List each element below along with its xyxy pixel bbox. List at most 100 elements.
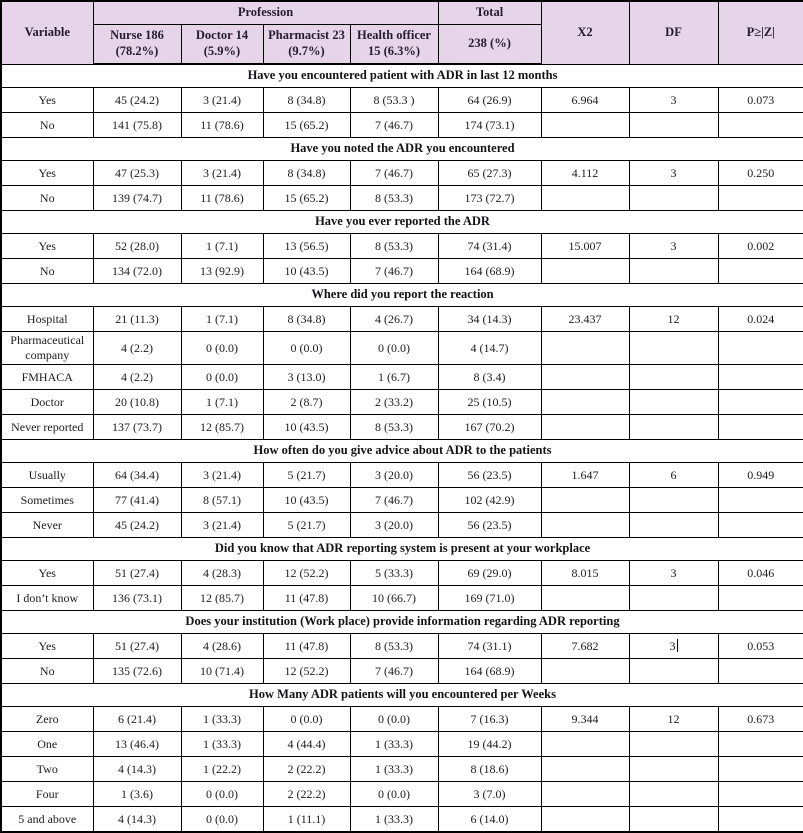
data-cell: 6 (14.0) [437, 806, 542, 833]
data-cell: 0 (0.0) [180, 781, 264, 807]
data-cell: 13 (92.9) [180, 258, 264, 284]
section-header: Does your institution (Work place) provi… [0, 610, 803, 634]
x2-cell: 15.007 [540, 233, 630, 259]
x2-cell [540, 185, 630, 211]
p-cell [717, 112, 803, 138]
data-cell: 10 (43.5) [262, 487, 351, 513]
row-label: No [0, 112, 94, 138]
data-cell: 10 (43.5) [262, 258, 351, 284]
section-row: Have you encountered patient with ADR in… [0, 63, 803, 88]
data-cell: 4 (14.3) [92, 806, 182, 833]
p-cell [717, 185, 803, 211]
data-cell: 3 (21.4) [180, 160, 264, 186]
data-cell: 0 (0.0) [262, 331, 351, 365]
p-cell: 0.053 [717, 633, 803, 659]
row-label: Hospital [0, 306, 94, 332]
data-cell: 1 (33.3) [349, 731, 439, 757]
row-label: 5 and above [0, 806, 94, 833]
data-cell: 136 (73.1) [92, 585, 182, 611]
row-label: FMHACA [0, 364, 94, 390]
data-cell: 134 (72.0) [92, 258, 182, 284]
data-cell: 69 (29.0) [437, 560, 542, 586]
data-cell: 4 (26.7) [349, 306, 439, 332]
data-cell: 8 (34.8) [262, 87, 351, 113]
data-cell: 0 (0.0) [262, 706, 351, 732]
data-cell: 1 (3.6) [92, 781, 182, 807]
table-row: Zero 6 (21.4) 1 (33.3) 0 (0.0) 0 (0.0) 7 (16.… [0, 706, 803, 732]
row-label: Pharmaceutical company [0, 331, 94, 365]
data-cell: 164 (68.9) [437, 258, 542, 284]
df-cell [628, 512, 719, 538]
df-cell [628, 364, 719, 390]
section-row: How often do you give advice about ADR t… [0, 439, 803, 463]
data-cell: 7 (46.7) [349, 258, 439, 284]
data-cell: 64 (26.9) [437, 87, 542, 113]
p-cell: 0.250 [717, 160, 803, 186]
data-cell: 7 (16.3) [437, 706, 542, 732]
data-cell: 45 (24.2) [92, 512, 182, 538]
data-cell: 7 (46.7) [349, 487, 439, 513]
row-label: Zero [0, 706, 94, 732]
section-header: How often do you give advice about ADR t… [0, 439, 803, 463]
data-cell: 8 (57.1) [180, 487, 264, 513]
column-group-header-profession: Profession [92, 0, 439, 25]
df-cell [628, 585, 719, 611]
p-cell [717, 364, 803, 390]
row-label: Yes [0, 233, 94, 259]
df-cell [628, 258, 719, 284]
column-header-variable: Variable [0, 0, 94, 65]
data-cell: 12 (85.7) [180, 414, 264, 440]
table-row: 5 and above 4 (14.3) 0 (0.0) 1 (11.1) 1 (33.… [0, 806, 803, 833]
column-header-total: Total [437, 0, 542, 25]
p-cell: 0.046 [717, 560, 803, 586]
table-row: Sometimes 77 (41.4) 8 (57.1) 10 (43.5) 7 (46… [0, 487, 803, 513]
section-header: Did you know that ADR reporting system i… [0, 537, 803, 561]
data-cell: 8 (34.8) [262, 160, 351, 186]
table-row: One 13 (46.4) 1 (33.3) 4 (44.4) 1 (33.3) 19 (… [0, 731, 803, 757]
section-header: Have you ever reported the ADR [0, 210, 803, 234]
data-cell: 3 (13.0) [262, 364, 351, 390]
section-row: Where did you report the reaction [0, 283, 803, 307]
df-cell [628, 112, 719, 138]
table-row: Yes 47 (25.3) 3 (21.4) 8 (34.8) 7 (46.7) 65 (… [0, 160, 803, 186]
p-cell [717, 585, 803, 611]
text-cursor [676, 638, 678, 652]
data-cell: 4 (2.2) [92, 364, 182, 390]
row-label: One [0, 731, 94, 757]
column-header-nurse: Nurse 186 (78.2%) [92, 24, 182, 65]
table-row: No 139 (74.7) 11 (78.6) 15 (65.2) 8 (53.3) 17… [0, 185, 803, 211]
data-cell: 12 (52.2) [262, 658, 351, 684]
data-cell: 135 (72.6) [92, 658, 182, 684]
x2-cell [540, 756, 630, 782]
row-label: Yes [0, 87, 94, 113]
data-cell: 56 (23.5) [437, 462, 542, 488]
table-row: Pharmaceutical company 4 (2.2) 0 (0.0) 0 (0… [0, 331, 803, 365]
table-row: No 134 (72.0) 13 (92.9) 10 (43.5) 7 (46.7) 16… [0, 258, 803, 284]
x2-cell [540, 331, 630, 365]
df-cell [628, 731, 719, 757]
p-cell [717, 331, 803, 365]
data-cell: 8 (18.6) [437, 756, 542, 782]
data-cell: 5 (33.3) [349, 560, 439, 586]
data-cell: 51 (27.4) [92, 633, 182, 659]
data-cell: 0 (0.0) [349, 781, 439, 807]
data-cell: 164 (68.9) [437, 658, 542, 684]
data-cell: 1 (6.7) [349, 364, 439, 390]
data-cell: 8 (53.3 ) [349, 87, 439, 113]
data-cell: 2 (8.7) [262, 389, 351, 415]
data-cell: 65 (27.3) [437, 160, 542, 186]
data-cell: 174 (73.1) [437, 112, 542, 138]
df-cell: 3 [628, 233, 719, 259]
column-header-df: DF [628, 0, 719, 65]
p-cell [717, 414, 803, 440]
p-cell [717, 756, 803, 782]
data-cell: 8 (53.3) [349, 633, 439, 659]
df-cell: 3 [628, 160, 719, 186]
row-label: Four [0, 781, 94, 807]
data-cell: 7 (46.7) [349, 658, 439, 684]
data-cell: 4 (28.6) [180, 633, 264, 659]
df-cell: 3 [628, 633, 719, 659]
df-cell: 3 [628, 87, 719, 113]
